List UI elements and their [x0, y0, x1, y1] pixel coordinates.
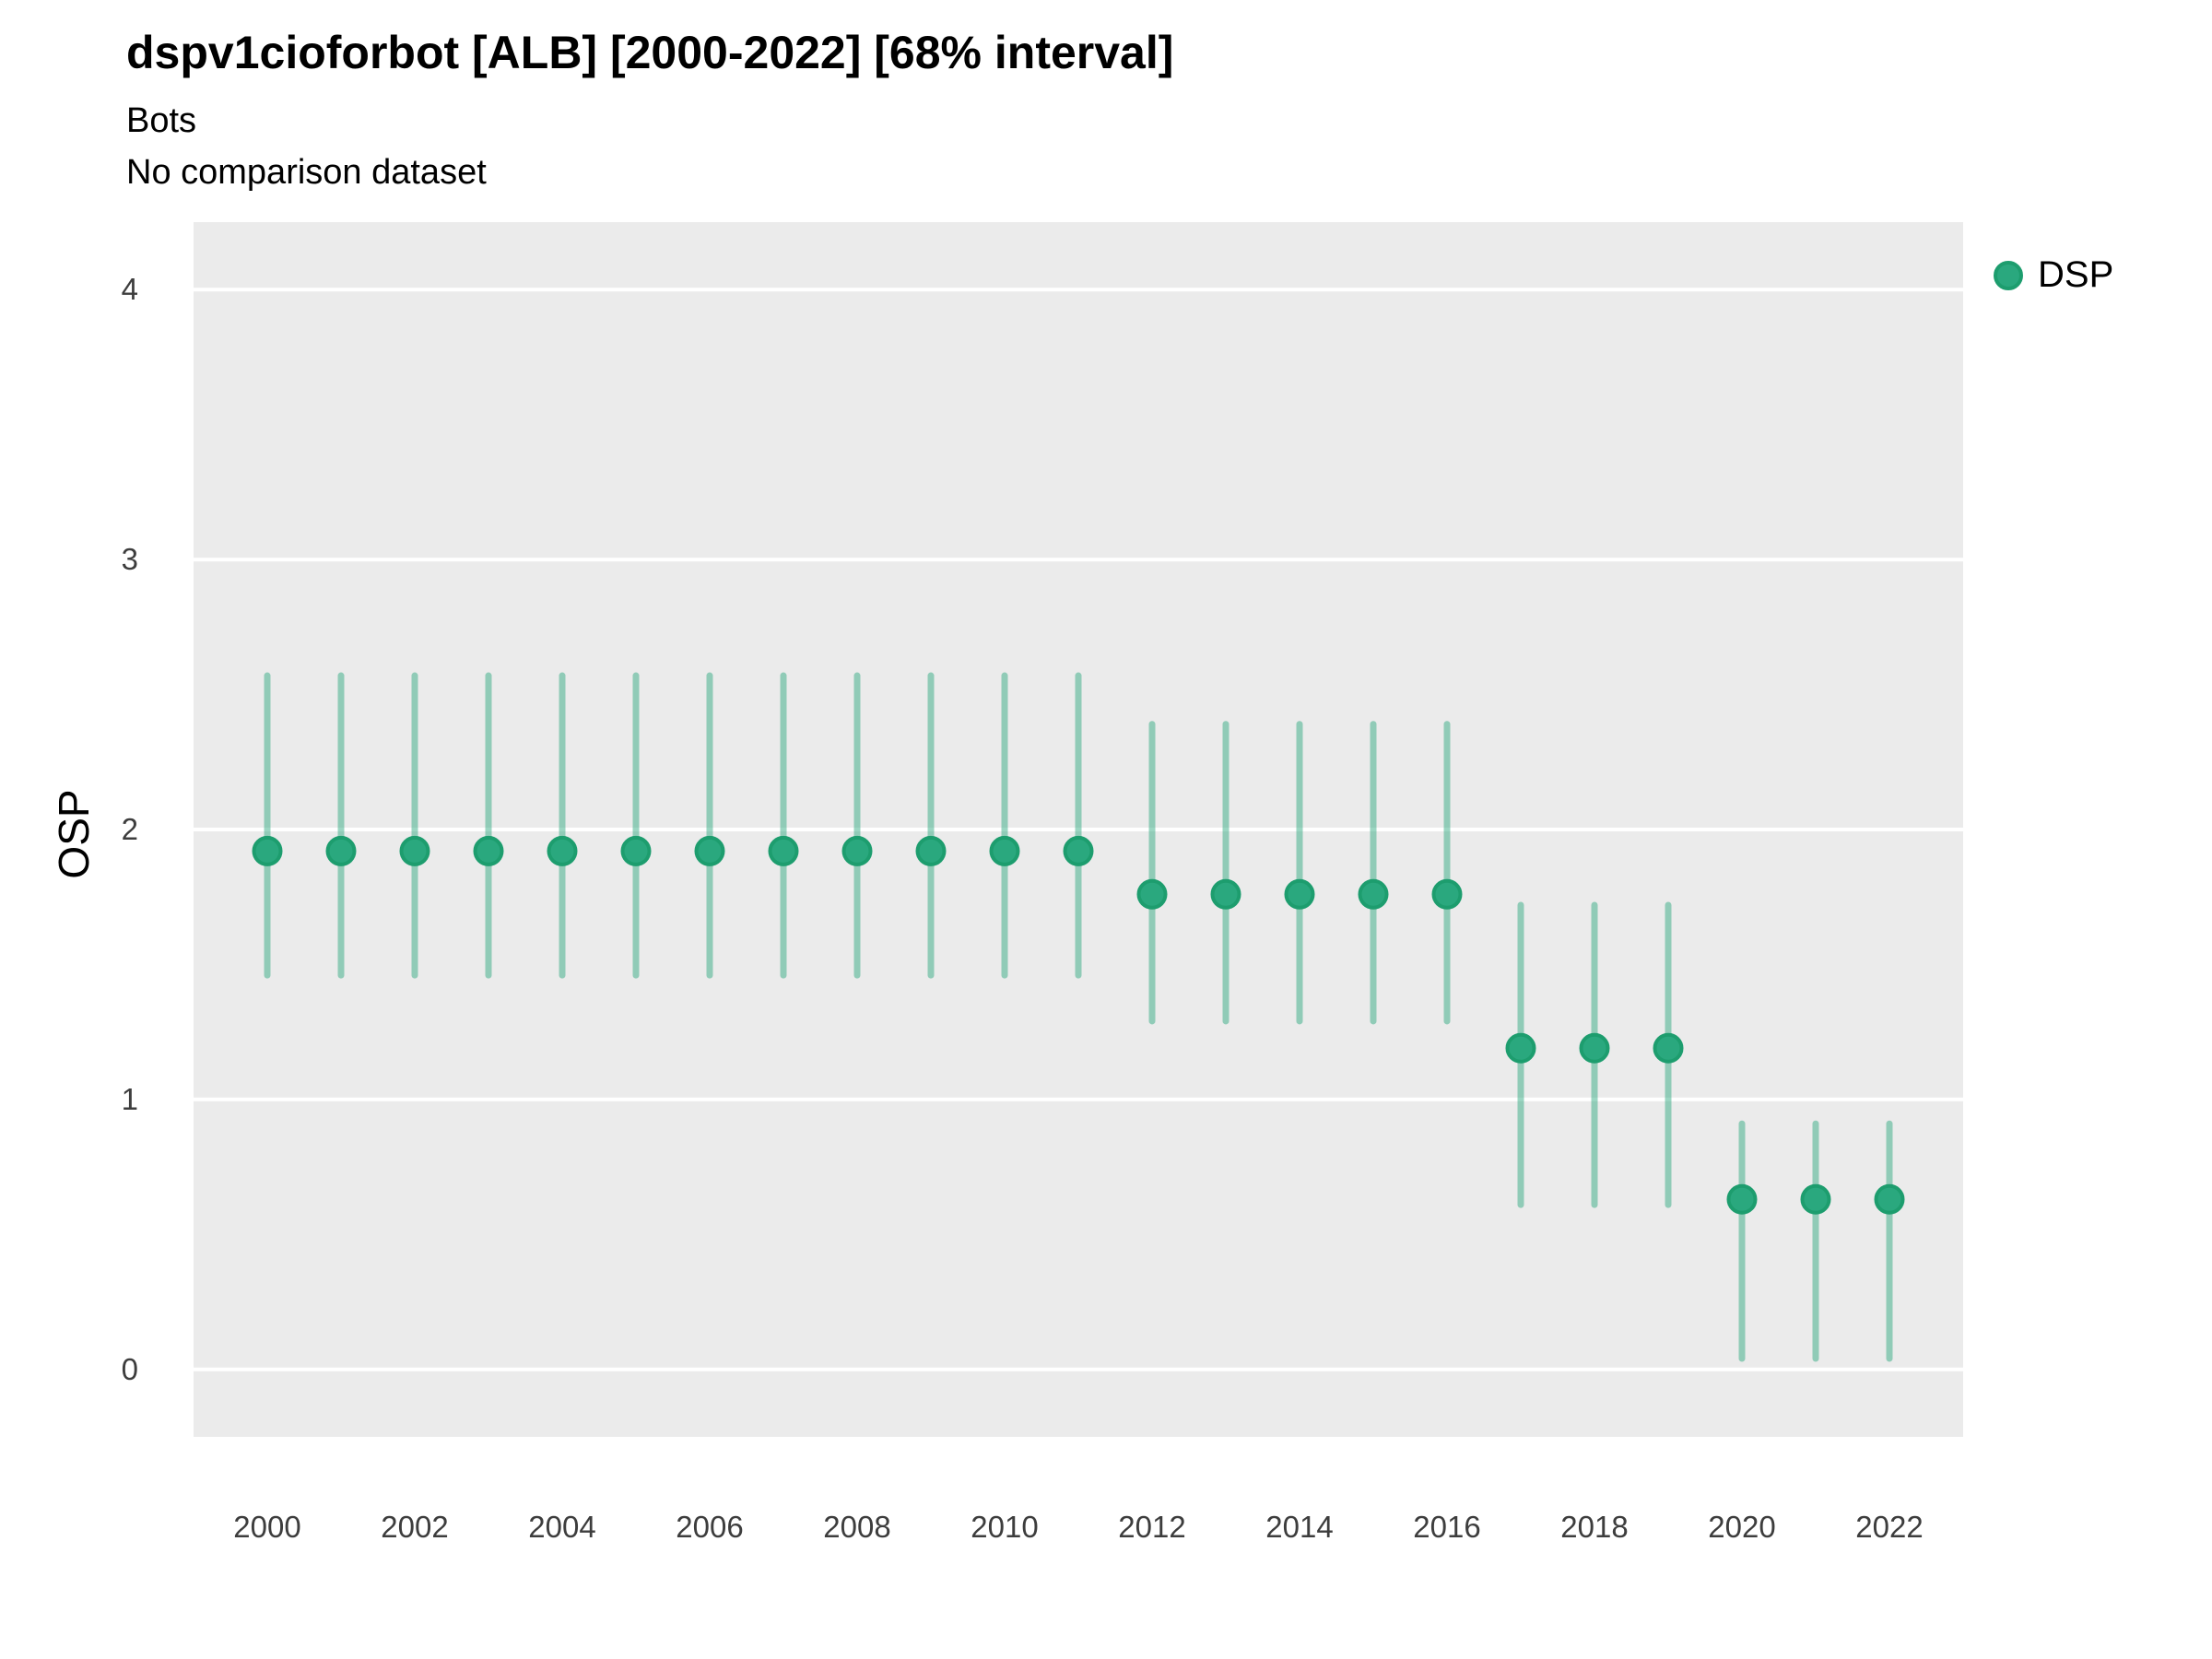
- legend: DSP: [1994, 254, 2113, 296]
- point-DSP-2012: [1136, 878, 1168, 910]
- point-DSP-2008: [841, 835, 873, 866]
- point-DSP-2022: [1874, 1183, 1905, 1215]
- point-DSP-2003: [473, 835, 504, 866]
- point-DSP-2021: [1800, 1183, 1831, 1215]
- point-DSP-2007: [768, 835, 799, 866]
- x-tick-label-2014: 2014: [1265, 1510, 1334, 1544]
- point-DSP-2004: [547, 835, 578, 866]
- x-tick-label-2004: 2004: [528, 1510, 596, 1544]
- legend-series-label: DSP: [2038, 254, 2114, 295]
- point-DSP-2019: [1653, 1032, 1684, 1064]
- point-DSP-2015: [1358, 878, 1389, 910]
- legend-point-icon: [1994, 260, 2023, 290]
- point-DSP-2001: [325, 835, 357, 866]
- point-DSP-2000: [252, 835, 283, 866]
- plot-panel: [194, 222, 1963, 1437]
- x-tick-label-2018: 2018: [1560, 1510, 1629, 1544]
- chart-subtitle: Bots: [126, 101, 197, 140]
- point-DSP-2014: [1284, 878, 1315, 910]
- x-tick-label-2008: 2008: [823, 1510, 891, 1544]
- x-tick-label-2002: 2002: [381, 1510, 449, 1544]
- x-tick-label-2020: 2020: [1708, 1510, 1776, 1544]
- point-DSP-2013: [1210, 878, 1241, 910]
- comparison-note: No comparison dataset: [126, 153, 487, 192]
- x-tick-label-2022: 2022: [1855, 1510, 1924, 1544]
- x-tick-label-2010: 2010: [971, 1510, 1039, 1544]
- point-DSP-2016: [1431, 878, 1463, 910]
- page-title: dspv1cioforbot [ALB] [2000-2022] [68% in…: [126, 27, 1174, 78]
- x-tick-label-2006: 2006: [676, 1510, 744, 1544]
- point-DSP-2009: [915, 835, 947, 866]
- point-DSP-2010: [989, 835, 1020, 866]
- y-tick-label-4: 4: [121, 272, 138, 307]
- point-DSP-2017: [1505, 1032, 1536, 1064]
- chart-canvas: [194, 288, 1963, 1371]
- point-DSP-2011: [1063, 835, 1094, 866]
- y-tick-label-3: 3: [121, 542, 138, 577]
- x-tick-label-2000: 2000: [233, 1510, 301, 1544]
- point-DSP-2018: [1579, 1032, 1610, 1064]
- point-DSP-2006: [694, 835, 725, 866]
- point-DSP-2002: [399, 835, 430, 866]
- x-tick-label-2012: 2012: [1118, 1510, 1186, 1544]
- point-DSP-2005: [620, 835, 652, 866]
- y-tick-label-1: 1: [121, 1081, 138, 1116]
- point-DSP-2020: [1726, 1183, 1758, 1215]
- y-tick-label-2: 2: [121, 812, 138, 846]
- x-tick-label-2016: 2016: [1413, 1510, 1481, 1544]
- y-tick-label-0: 0: [121, 1351, 138, 1386]
